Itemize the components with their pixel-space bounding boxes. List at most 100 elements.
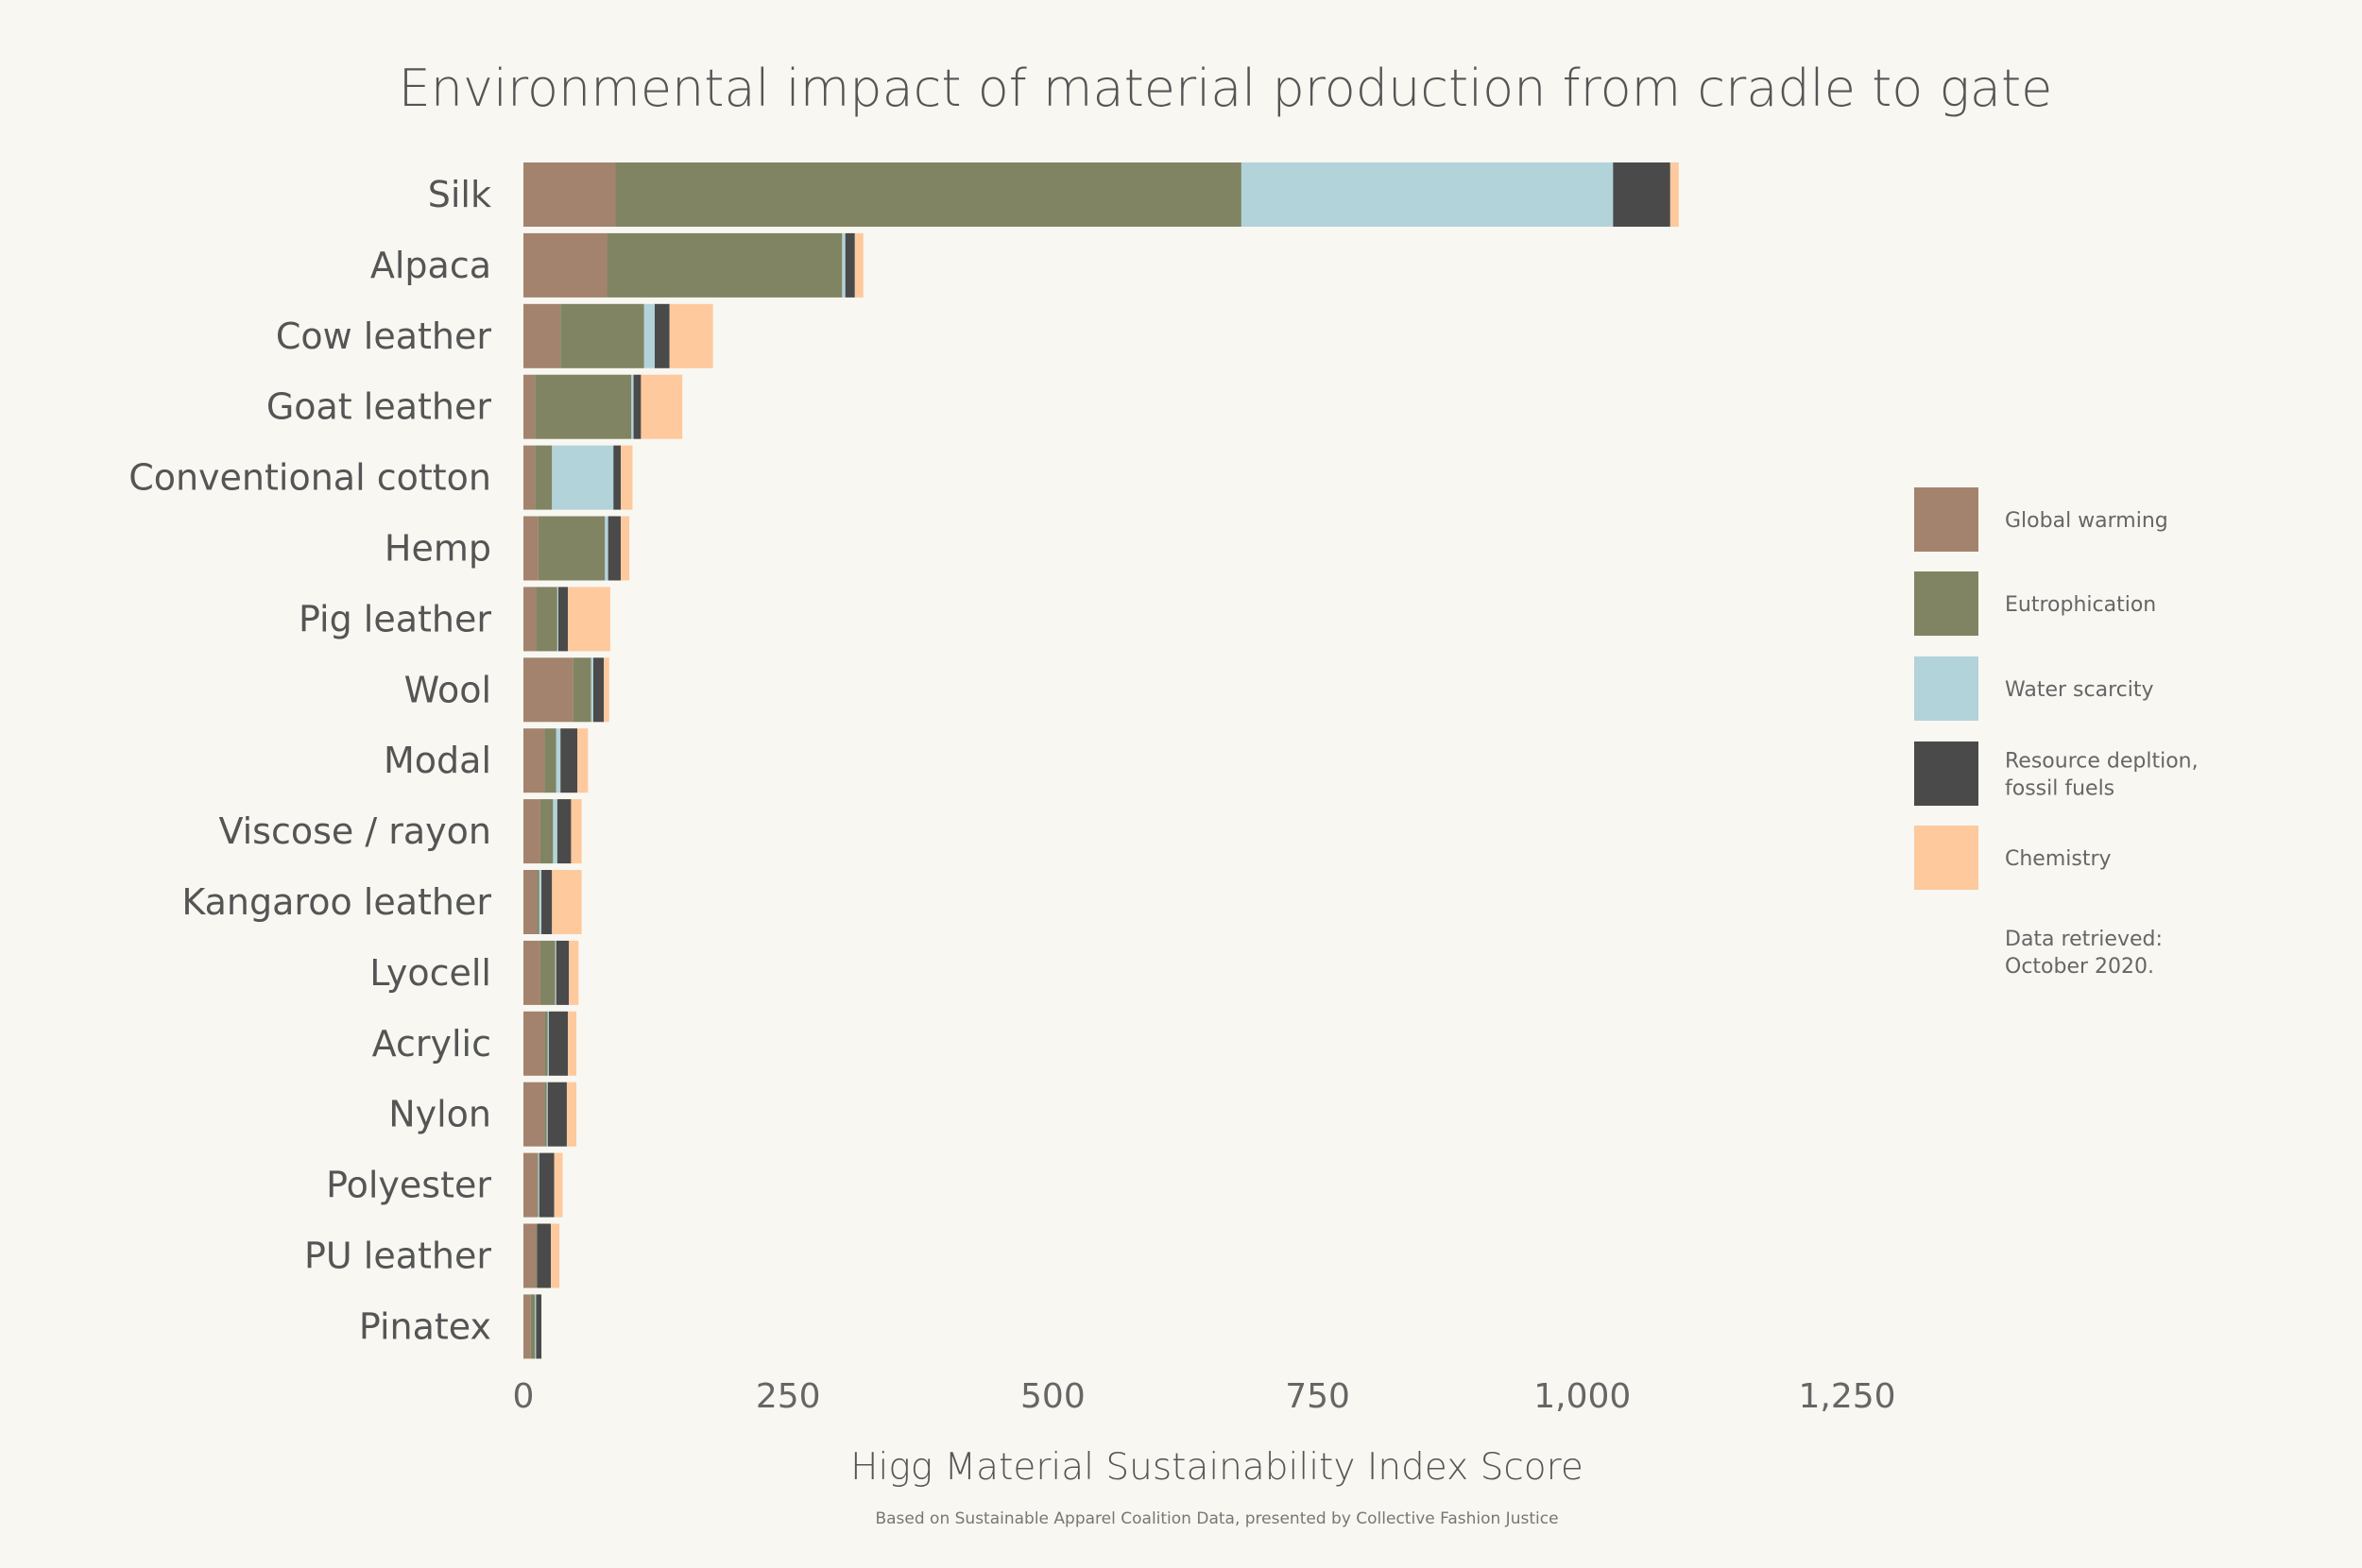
category-label-conventional-cotton: Conventional cotton [128,457,491,499]
bar-cow-leather-eutrophication [560,303,644,368]
bar-acrylic-chemistry [568,1011,577,1076]
bar-conventional-cotton-resource-depltion-fossil-fuels [613,445,622,510]
bar-kangaroo-leather-eutrophication [537,870,539,934]
bar-goat-leather-resource-depltion-fossil-fuels [633,374,642,439]
category-label-hemp: Hemp [385,528,491,570]
category-label-alpaca: Alpaca [370,245,491,286]
category-label-viscose-rayon: Viscose / rayon [218,810,491,852]
bar-hemp-resource-depltion-fossil-fuels [608,516,622,581]
bar-silk-eutrophication [615,162,1241,227]
x-tick-label: 0 [513,1377,535,1416]
bar-cow-leather-water-scarcity [643,303,655,368]
bar-cow-leather-resource-depltion-fossil-fuels [654,303,670,368]
bar-acrylic-resource-depltion-fossil-fuels [548,1011,569,1076]
bar-lyocell-chemistry [569,940,579,1005]
bar-lyocell-resource-depltion-fossil-fuels [556,940,570,1005]
bar-acrylic-eutrophication [544,1011,548,1076]
bar-cow-leather-global-warming [523,303,561,368]
bar-pig-leather-water-scarcity [556,587,558,652]
category-label-wool: Wool [404,669,491,710]
x-axis-label: Higg Material Sustainability Index Score [850,1446,1583,1489]
bar-pu-leather-chemistry [551,1223,560,1288]
bar-viscose-rayon-global-warming [523,799,540,864]
category-label-lyocell: Lyocell [369,952,491,994]
bar-pig-leather-eutrophication [536,587,557,652]
category-label-pig-leather: Pig leather [299,598,491,639]
data-retrieved-note: Data retrieved: October 2020. [2005,928,2163,979]
bar-polyester-resource-depltion-fossil-fuels [539,1152,555,1218]
bar-nylon-water-scarcity [546,1082,548,1147]
bar-nylon-resource-depltion-fossil-fuels [547,1082,567,1147]
bar-pu-leather-global-warming [523,1223,537,1288]
bar-conventional-cotton-water-scarcity [552,445,614,510]
bar-kangaroo-leather-resource-depltion-fossil-fuels [541,870,553,934]
category-label-cow-leather: Cow leather [276,315,492,357]
legend-swatch-chemistry [1914,826,1978,890]
bar-modal-global-warming [523,728,545,793]
bar-wool-water-scarcity [590,657,593,723]
bar-alpaca-eutrophication [607,232,843,298]
bar-kangaroo-leather-water-scarcity [539,870,542,934]
bar-wool-resource-depltion-fossil-fuels [592,657,605,723]
category-label-polyester: Polyester [326,1165,491,1206]
bar-goat-leather-chemistry [641,374,683,439]
bar-viscose-rayon-resource-depltion-fossil-fuels [556,799,572,864]
bar-goat-leather-global-warming [523,374,536,439]
bar-pinatex-resource-depltion-fossil-fuels [536,1294,542,1359]
bar-alpaca-water-scarcity [842,232,846,298]
bar-lyocell-eutrophication [539,940,556,1005]
legend-label-water-scarcity: Water scarcity [2005,678,2153,702]
legend-label-global-warming: Global warming [2005,509,2168,533]
bar-acrylic-global-warming [523,1011,545,1076]
x-tick-label: 1,000 [1533,1377,1631,1416]
bar-modal-eutrophication [544,728,556,793]
bar-silk-water-scarcity [1241,162,1614,227]
x-axis-ticks: 0 250 500 750 1,000 1,250 [513,1377,1896,1416]
category-label-pinatex: Pinatex [359,1305,491,1347]
category-label-acrylic: Acrylic [372,1023,491,1065]
bar-conventional-cotton-global-warming [523,445,536,510]
bar-nylon-eutrophication [544,1082,547,1147]
bar-alpaca-chemistry [854,232,864,298]
category-label-nylon: Nylon [388,1094,491,1135]
bar-pig-leather-chemistry [568,587,610,652]
legend-swatch-global-warming [1914,487,1978,552]
x-tick-label: 250 [756,1377,821,1416]
bar-hemp-water-scarcity [605,516,608,581]
legend-swatch-water-scarcity [1914,656,1978,721]
category-labels: Silk Alpaca Cow leather Goat leather Convent… [128,174,491,1347]
bar-modal-water-scarcity [556,728,561,793]
bar-pig-leather-global-warming [523,587,537,652]
bar-hemp-eutrophication [538,516,606,581]
bar-modal-chemistry [577,728,589,793]
legend-swatch-eutrophication [1914,571,1978,636]
category-label-goat-leather: Goat leather [266,386,492,428]
bar-goat-leather-eutrophication [535,374,632,439]
bar-alpaca-global-warming [523,232,608,298]
legend-label-chemistry: Chemistry [2005,847,2112,871]
bar-kangaroo-leather-chemistry [552,870,582,934]
bar-pinatex-global-warming [523,1294,531,1359]
legend: Global warming Eutrophication Water scarci… [1914,487,2199,890]
bar-hemp-global-warming [523,516,539,581]
bar-pinatex-eutrophication [530,1294,536,1359]
bar-pig-leather-resource-depltion-fossil-fuels [557,587,569,652]
bar-viscose-rayon-water-scarcity [553,799,557,864]
bar-conventional-cotton-eutrophication [535,445,553,510]
bar-silk-resource-depltion-fossil-fuels [1613,162,1670,227]
bar-hemp-chemistry [621,516,630,581]
x-tick-label: 1,250 [1798,1377,1895,1416]
legend-label-resource-depltion-fossil-fuels: Resource depltion, fossil fuels [2005,750,2199,801]
x-tick-label: 750 [1285,1377,1350,1416]
bar-polyester-global-warming [523,1152,538,1218]
bars [523,162,1679,1359]
bar-modal-resource-depltion-fossil-fuels [560,728,578,793]
category-label-kangaroo-leather: Kangaroo leather [181,881,491,923]
bar-conventional-cotton-chemistry [621,445,633,510]
bar-wool-eutrophication [573,657,591,723]
category-label-silk: Silk [428,174,491,215]
source-note: Based on Sustainable Apparel Coalition D… [875,1509,1558,1528]
bar-acrylic-water-scarcity [547,1011,549,1076]
bar-pinatex-water-scarcity [535,1294,537,1359]
